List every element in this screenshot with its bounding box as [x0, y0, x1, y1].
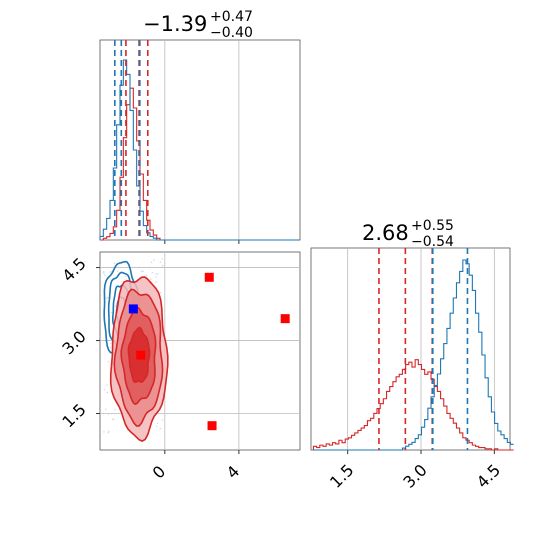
param2-histogram-panel [310, 247, 514, 454]
p10-sample [104, 274, 106, 277]
p10-sample [114, 305, 117, 308]
ytick-label-param2-0: 1.5 [58, 400, 89, 431]
p10-sample [107, 360, 110, 363]
param2-title: 2.68 +0.55 −0.54 [362, 218, 454, 250]
p10-sample [159, 427, 162, 430]
p10-sample [106, 384, 108, 386]
p10-sample [105, 408, 107, 410]
p10-sample [106, 297, 108, 300]
p10-sample [114, 262, 116, 265]
xtick-label-param1-0: 0 [149, 462, 170, 483]
p10-sample [152, 259, 155, 261]
xtick-label-param1-1: 4 [223, 462, 244, 483]
p00-frame [99, 39, 301, 241]
p10-marker-red-3 [136, 350, 146, 360]
param2-title-value: 2.68 [362, 221, 409, 245]
p10-sample [145, 274, 148, 277]
p10-sample [159, 291, 162, 294]
p10-marker-red-2 [207, 421, 217, 431]
p10-sample [110, 342, 112, 344]
p10-sample [114, 408, 116, 411]
param1-title-upper: +0.47 [210, 9, 253, 25]
param1-title-value: −1.39 [143, 12, 207, 36]
p10-sample [149, 278, 152, 281]
p10-sample [113, 418, 115, 421]
param1-title-lower: −0.40 [210, 25, 253, 41]
p10-sample [161, 258, 163, 260]
param2-title-lower: −0.54 [411, 234, 454, 250]
ytick-label-param2-1: 3.0 [58, 327, 89, 358]
p10-sample [155, 276, 157, 278]
xtick-label-param2-0: 1.5 [326, 460, 357, 491]
p10-sample [116, 270, 119, 272]
p10-sample [107, 431, 110, 434]
p10-sample [106, 391, 109, 394]
p10-sample [161, 265, 164, 267]
p11-frame [310, 247, 511, 451]
p10-marker-blue-0 [128, 304, 138, 314]
xtick-label-param2-2: 4.5 [473, 460, 504, 491]
p10-sample [156, 273, 159, 275]
p10-sample [103, 388, 106, 391]
p10-sample [107, 430, 110, 433]
p10-marker-red-1 [280, 314, 290, 324]
p10-sample [155, 425, 158, 428]
p10-sample [109, 271, 112, 273]
p10-sample [151, 271, 154, 274]
p10-sample [102, 270, 105, 273]
p10-sample [109, 346, 112, 349]
p10-sample [110, 311, 113, 314]
p10-sample [156, 422, 159, 425]
p10-sample [155, 273, 157, 275]
p10-sample [107, 413, 110, 415]
p10-marker-red-0 [204, 272, 214, 282]
p10-sample [103, 431, 105, 433]
p10-sample [142, 270, 144, 272]
p10-sample [148, 266, 151, 269]
p00-hist-blue [99, 59, 300, 241]
p10-sample [125, 275, 127, 278]
p11-hist-blue [313, 259, 514, 451]
ytick-label-param2-2: 4.5 [58, 254, 89, 285]
p10-sample [159, 261, 162, 264]
p10-sample [155, 281, 157, 283]
param1-histogram-panel [99, 39, 301, 244]
p10-sample [103, 272, 105, 274]
p10-sample [150, 261, 153, 264]
p10-sample [161, 418, 164, 421]
p10-sample [138, 266, 141, 269]
joint-density-panel [96, 251, 301, 454]
p10-sample [140, 270, 143, 273]
xtick-label-param2-1: 3.0 [399, 460, 430, 491]
p11-hist-red [312, 359, 514, 451]
param2-title-upper: +0.55 [411, 218, 454, 234]
param1-title: −1.39 +0.47 −0.40 [143, 9, 253, 41]
p10-sample [107, 296, 109, 299]
